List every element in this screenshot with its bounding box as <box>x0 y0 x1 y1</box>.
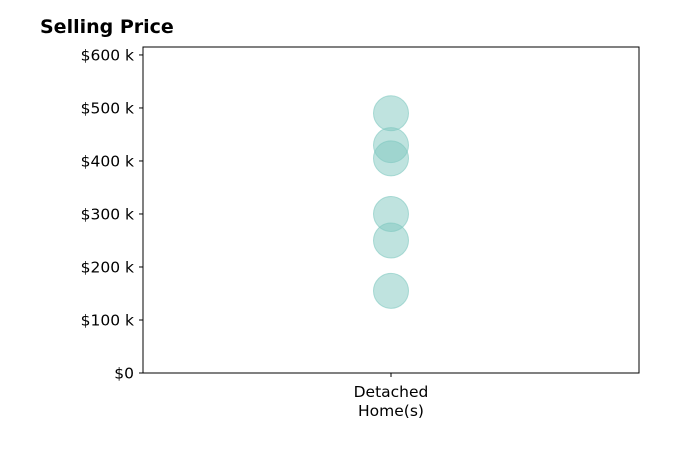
y-tick-label: $0 <box>114 365 134 383</box>
y-tick-label: $400 k <box>81 152 134 170</box>
scatter-points <box>373 95 409 309</box>
y-tick-label: $200 k <box>81 258 134 276</box>
x-tick-label: Detached Home(s) <box>354 383 429 420</box>
x-axis: Detached Home(s) <box>354 373 429 420</box>
chart-title: Selling Price <box>40 16 174 38</box>
scatter-point <box>373 272 409 309</box>
y-tick-label: $600 k <box>81 46 134 64</box>
scatter-point <box>373 95 409 132</box>
y-tick-label: $500 k <box>81 99 134 117</box>
y-axis: $0 $100 k $200 k $300 k $400 k $500 k $600 k <box>81 46 143 383</box>
scatter-point <box>373 222 409 259</box>
y-tick-label: $100 k <box>81 311 134 329</box>
scatter-point <box>373 140 409 177</box>
y-tick-label: $300 k <box>81 205 134 223</box>
